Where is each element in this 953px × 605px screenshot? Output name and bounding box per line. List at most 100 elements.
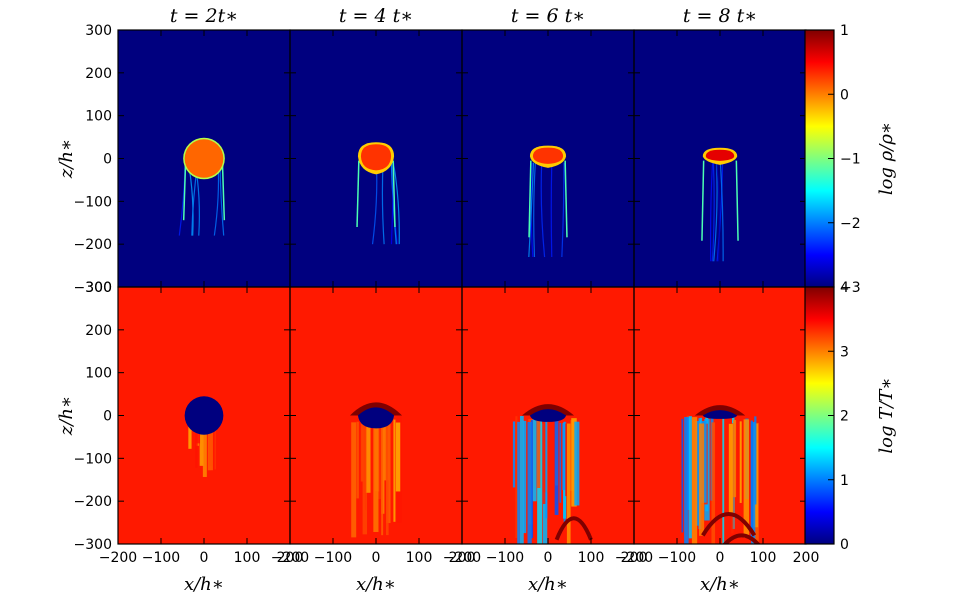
colorbar-label: log ρ/ρ∗ [876, 122, 897, 195]
y-axis-label: z/h∗ [56, 396, 77, 436]
z-tick-label: 0 [103, 409, 112, 425]
cloud [360, 144, 392, 171]
wake-edge [564, 160, 568, 238]
wake-streak [512, 421, 516, 488]
wake-edge [701, 160, 705, 241]
cloud [532, 147, 564, 164]
wake-filament [540, 162, 546, 258]
wake-filament [561, 162, 565, 258]
wake-streak [365, 418, 371, 493]
wake-streak [395, 422, 401, 492]
wake-filament [713, 162, 718, 262]
wake-streak [530, 420, 534, 539]
x-tick-label: 200 [621, 550, 648, 566]
colorbar-tick-label: 0 [840, 537, 849, 553]
wake-filament [709, 162, 714, 262]
z-tick-label: −300 [74, 280, 112, 296]
z-tick-label: −200 [74, 237, 112, 253]
wake-streak [188, 421, 192, 449]
panel-title: t = 2t∗ [170, 5, 238, 27]
x-tick-label: −100 [486, 550, 524, 566]
wake-streak [360, 421, 364, 482]
hot-arc [701, 512, 757, 537]
hot-arc [554, 516, 593, 541]
wake-edge [182, 160, 187, 221]
panel-title: t = 4 t∗ [339, 5, 413, 27]
z-tick-label: −100 [74, 194, 112, 210]
wake-streak [214, 419, 216, 470]
wake-streak [199, 419, 204, 466]
cloud [184, 396, 224, 435]
panel-r2-c3 [462, 287, 634, 544]
x-tick-label: 100 [234, 550, 261, 566]
cloud [529, 409, 567, 422]
x-tick-label: 100 [406, 550, 433, 566]
x-axis-label: x/h∗ [700, 574, 740, 595]
wake-filament [528, 162, 535, 258]
wake-streak [711, 422, 716, 544]
wake-streak [519, 415, 524, 544]
wake-streak [542, 416, 546, 504]
x-tick-label: 200 [793, 550, 820, 566]
wake-streak [527, 422, 532, 544]
x-tick-label: −200 [615, 550, 653, 566]
wake-streak [523, 420, 527, 534]
panel-r1-c1 [118, 30, 290, 287]
wake-streak [559, 423, 562, 503]
colorbar-tick-label: 1 [840, 473, 849, 489]
wake-streak [571, 418, 577, 507]
panel-r2-c2 [290, 287, 462, 544]
wake-streak [545, 420, 548, 519]
x-tick-label: 200 [277, 550, 304, 566]
wake-streak [722, 417, 725, 544]
wake-streak [554, 417, 559, 515]
x-tick-label: 0 [200, 550, 209, 566]
cloud [702, 410, 738, 419]
wake-streak [754, 416, 757, 505]
x-tick-label: −100 [314, 550, 352, 566]
colorbar-tick-label: −3 [840, 280, 861, 296]
x-tick-label: −200 [99, 550, 137, 566]
x-tick-label: 100 [578, 550, 605, 566]
wake-edge [221, 160, 226, 221]
z-tick-label: 200 [85, 66, 112, 82]
x-tick-label: 0 [372, 550, 381, 566]
wake-streak [373, 419, 379, 532]
colorbar-tick-label: 2 [840, 409, 849, 425]
colorbar-tick-label: 1 [840, 23, 849, 39]
colorbar-label: log T/T∗ [876, 377, 897, 453]
z-tick-label: 100 [85, 366, 112, 382]
wake-filament [711, 162, 715, 262]
wake-streak [362, 416, 368, 535]
wake-streak [751, 421, 756, 544]
wake-streak [743, 419, 750, 538]
wake-edge [356, 160, 360, 228]
x-tick-label: 200 [449, 550, 476, 566]
wake-streak [202, 423, 207, 477]
panel-r2-c1 [118, 287, 290, 544]
cloud [184, 139, 224, 178]
wake-streak [517, 421, 520, 544]
z-tick-label: 200 [85, 323, 112, 339]
wake-streak [562, 423, 566, 491]
colorbar-tick-label: 3 [840, 344, 849, 360]
wake-streak [565, 423, 568, 497]
x-tick-label: −200 [271, 550, 309, 566]
panel-r1-c2 [290, 30, 462, 287]
wake-streak [681, 418, 684, 533]
wake-filament [550, 162, 553, 258]
wake-streak [750, 420, 753, 537]
wake-streak [532, 417, 537, 502]
wake-filament [719, 162, 724, 262]
wake-streak [364, 418, 367, 511]
wake-streak [351, 422, 357, 538]
colorbar-tick-label: 4 [840, 280, 849, 296]
wake-streak [688, 416, 692, 539]
wake-streak [515, 416, 518, 539]
z-tick-label: 0 [103, 152, 112, 168]
wake-filament [716, 162, 720, 262]
colorbars: 1 0 −1 −2 −3 log ρ/ρ∗ 4 3 2 1 0 log T/T∗ [804, 23, 897, 553]
wake-streak [691, 417, 698, 544]
wake-streak [566, 423, 571, 544]
